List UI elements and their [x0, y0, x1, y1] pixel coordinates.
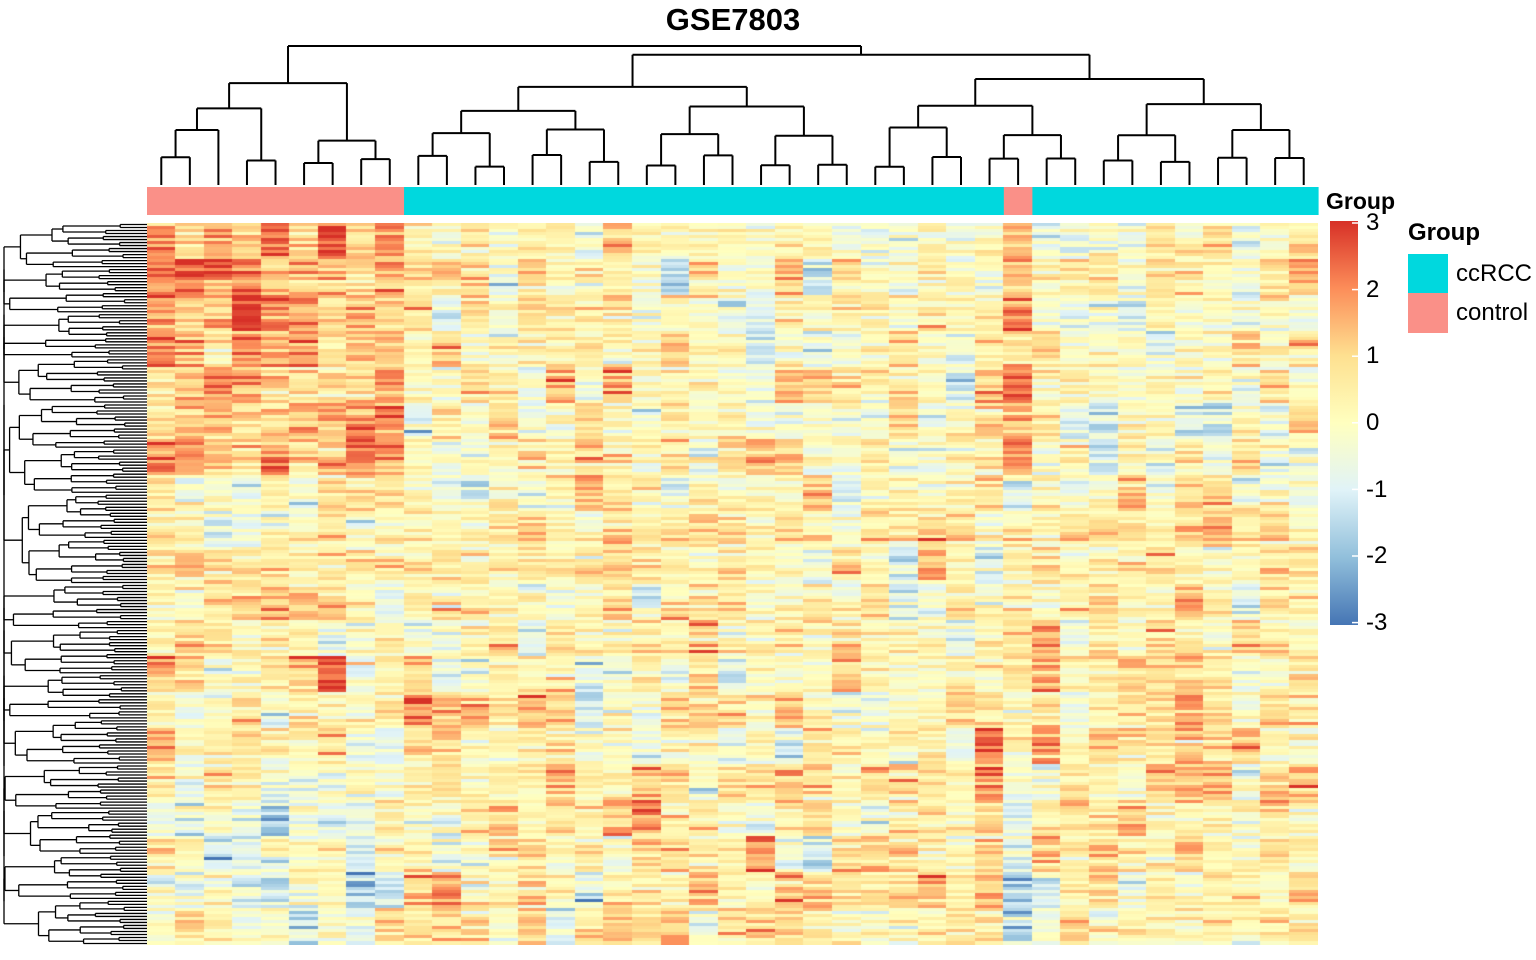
- annotation-cell-ccrcc: [518, 187, 548, 215]
- legend-item-ccrcc: ccRCC: [1408, 254, 1536, 294]
- row-dendrogram: [3, 223, 147, 945]
- annotation-cell-ccrcc: [1060, 187, 1091, 215]
- color-scale-tick: 0: [1366, 409, 1380, 436]
- legend-label-ccrcc: ccRCC: [1456, 260, 1532, 287]
- annotation-cell-ccrcc: [1203, 187, 1233, 215]
- annotation-cell-ccrcc: [918, 187, 948, 215]
- annotation-cell-control: [147, 187, 177, 215]
- annotation-cell-ccrcc: [861, 187, 891, 215]
- annotation-cell-ccrcc: [1032, 187, 1062, 215]
- annotation-cell-ccrcc: [461, 187, 491, 215]
- annotation-cell-ccrcc: [889, 187, 919, 215]
- annotation-cell-control: [289, 187, 319, 215]
- annotation-cell-control: [175, 187, 205, 215]
- annotation-cell-ccrcc: [575, 187, 605, 215]
- annotation-cell-ccrcc: [632, 187, 662, 215]
- annotation-cell-control: [1003, 187, 1033, 215]
- annotation-cell-ccrcc: [803, 187, 834, 215]
- annotation-cell-control: [375, 187, 405, 215]
- annotation-cell-control: [204, 187, 234, 215]
- annotation-cell-ccrcc: [746, 187, 776, 215]
- color-scale-tick: 2: [1366, 276, 1380, 303]
- legend-swatch-control: [1408, 293, 1448, 333]
- annotation-cell-ccrcc: [432, 187, 462, 215]
- color-scale-tick: 1: [1366, 342, 1380, 369]
- annotation-cell-control: [261, 187, 291, 215]
- legend-item-control: control: [1408, 293, 1536, 333]
- annotation-cell-ccrcc: [775, 187, 805, 215]
- annotation-cell-ccrcc: [1232, 187, 1262, 215]
- annotation-cell-ccrcc: [1089, 187, 1119, 215]
- annotation-cell-ccrcc: [1175, 187, 1205, 215]
- annotation-cell-control: [232, 187, 262, 215]
- annotation-label: Group: [1326, 188, 1395, 214]
- color-scale-bar: [1330, 221, 1358, 625]
- annotation-cell-ccrcc: [718, 187, 748, 215]
- annotation-cell-ccrcc: [404, 187, 434, 215]
- annotation-cell-ccrcc: [1146, 187, 1176, 215]
- annotation-cell-ccrcc: [489, 187, 519, 215]
- annotation-cell-ccrcc: [661, 187, 691, 215]
- annotation-cell-ccrcc: [1289, 187, 1319, 215]
- legend-title: Group: [1408, 219, 1480, 246]
- annotation-cell-ccrcc: [832, 187, 862, 215]
- color-scale-tick: -1: [1366, 476, 1388, 503]
- annotation-cell-ccrcc: [975, 187, 1005, 215]
- chart-title: GSE7803: [665, 2, 801, 37]
- annotation-cell-ccrcc: [1118, 187, 1148, 215]
- annotation-cell-ccrcc: [1260, 187, 1291, 215]
- color-scale-tick: -2: [1366, 542, 1388, 569]
- color-scale-tick: 3: [1366, 209, 1380, 236]
- annotation-cell-ccrcc: [946, 187, 976, 215]
- annotation-cell-ccrcc: [546, 187, 577, 215]
- color-scale-tick: -3: [1366, 609, 1388, 636]
- annotation-cell-control: [346, 187, 377, 215]
- heatmap-body: [147, 223, 1318, 945]
- annotation-cell-ccrcc: [689, 187, 719, 215]
- annotation-cell-ccrcc: [603, 187, 634, 215]
- annotation-cell-control: [318, 187, 348, 215]
- legend-label-control: control: [1456, 299, 1529, 326]
- legend-swatch-ccrcc: [1408, 254, 1448, 294]
